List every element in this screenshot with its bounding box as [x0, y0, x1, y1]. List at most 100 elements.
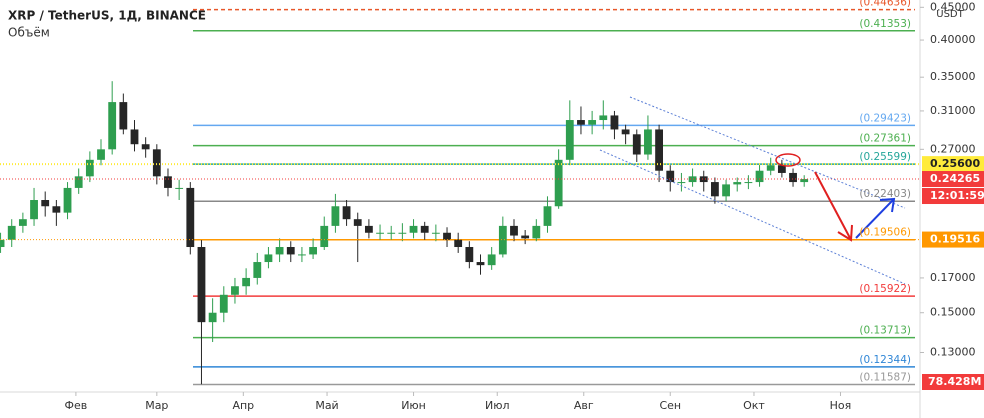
candle-body — [755, 170, 764, 183]
volume-label: 78.428M — [928, 375, 981, 388]
candle-body — [108, 102, 117, 150]
candle-body — [543, 206, 552, 226]
candle-body — [387, 232, 396, 234]
candle-body — [353, 219, 362, 226]
candle-body — [800, 179, 809, 183]
x-tick-label: Фев — [65, 399, 88, 412]
level-label: (0.19506) — [859, 227, 911, 239]
candle-body — [733, 182, 742, 185]
arrow-head — [837, 224, 853, 242]
price-label: 0.19516 — [930, 233, 980, 246]
candle-body — [510, 225, 518, 236]
candle-body — [219, 294, 228, 313]
y-tick-label: 0.45000 — [930, 0, 976, 13]
candle-body — [63, 187, 72, 213]
candle-body — [789, 172, 797, 183]
candle-body — [710, 182, 719, 197]
candle-body — [443, 232, 451, 240]
candle-body — [744, 182, 753, 184]
candle-body — [666, 170, 675, 183]
candle-body — [632, 134, 641, 155]
price-box — [922, 156, 984, 173]
candle-body — [722, 184, 730, 197]
level-label: (0.29423) — [859, 112, 911, 124]
candle-body — [521, 235, 530, 239]
candle-body — [208, 312, 217, 323]
candle-body — [644, 129, 652, 155]
x-tick-label: Июл — [485, 399, 510, 412]
candle-body — [532, 225, 541, 239]
candle-body — [242, 277, 251, 287]
candle-body — [320, 225, 329, 248]
chart-title: XRP / TetherUS, 1Д, BINANCE — [8, 9, 206, 23]
level-label: (0.15922) — [859, 283, 911, 295]
candle-body — [309, 247, 317, 255]
x-tick-label: Авг — [574, 399, 594, 412]
price-box — [922, 171, 984, 188]
candle-body — [476, 262, 485, 266]
candle-body — [699, 176, 708, 183]
candle-body — [688, 176, 697, 183]
candle-body — [286, 247, 295, 255]
x-tick-label: Окт — [743, 399, 765, 412]
countdown: 12:01:59 — [930, 189, 984, 202]
level-label: (0.13713) — [859, 325, 911, 337]
candle-body — [97, 149, 105, 160]
candle-body — [85, 159, 94, 177]
candle-body — [588, 120, 597, 125]
candle-body — [454, 239, 463, 248]
candle-body — [777, 165, 786, 173]
highlight-ellipse — [775, 153, 801, 167]
candle-body — [498, 225, 507, 255]
candle-body — [621, 129, 630, 135]
candle-body — [655, 129, 664, 171]
candle-body — [275, 247, 284, 255]
candle-body — [599, 115, 608, 121]
candle-body — [487, 254, 496, 266]
candle-body — [610, 115, 619, 130]
arrow-head — [879, 197, 896, 213]
x-tick-label: Сен — [659, 399, 681, 412]
candle-body — [253, 262, 262, 278]
x-tick-label: Апр — [232, 399, 254, 412]
y-tick-label: 0.27000 — [930, 142, 976, 155]
candle-body — [231, 286, 239, 295]
candle-body — [164, 176, 172, 188]
level-label: (0.27361) — [859, 133, 911, 145]
candle-body — [30, 200, 38, 220]
arrow — [855, 199, 894, 239]
candle-body — [18, 219, 27, 226]
candle-body — [130, 129, 139, 145]
plot — [0, 8, 920, 386]
countdown-box — [922, 188, 984, 205]
volume-box — [922, 374, 984, 390]
candle-body — [577, 120, 585, 125]
candle-body — [74, 176, 83, 188]
y-tick-label: 0.13000 — [930, 346, 976, 359]
candle-body — [376, 232, 384, 234]
x-tick-label: Ноя — [830, 399, 852, 412]
price-box — [922, 231, 984, 248]
candle-body — [141, 144, 150, 150]
candle-body — [420, 225, 429, 233]
candle-body — [152, 149, 161, 177]
channel-line — [629, 96, 906, 209]
candle-body — [677, 182, 686, 184]
candle-body — [197, 247, 206, 323]
candle-body — [41, 200, 50, 207]
x-tick-label: Мар — [145, 399, 168, 412]
y-tick-label: 0.17000 — [930, 271, 976, 284]
candle-body — [264, 254, 273, 263]
candle-body — [175, 187, 184, 189]
y-tick-label: 0.15000 — [930, 306, 976, 319]
candle-body — [298, 254, 306, 256]
candle-body — [465, 247, 474, 263]
candle-body — [554, 159, 563, 207]
candle-body — [186, 187, 195, 248]
level-label: (0.12344) — [859, 354, 911, 366]
y-tick-label: 0.40000 — [930, 33, 976, 46]
candle-body — [119, 102, 128, 130]
candle-body — [766, 165, 775, 171]
